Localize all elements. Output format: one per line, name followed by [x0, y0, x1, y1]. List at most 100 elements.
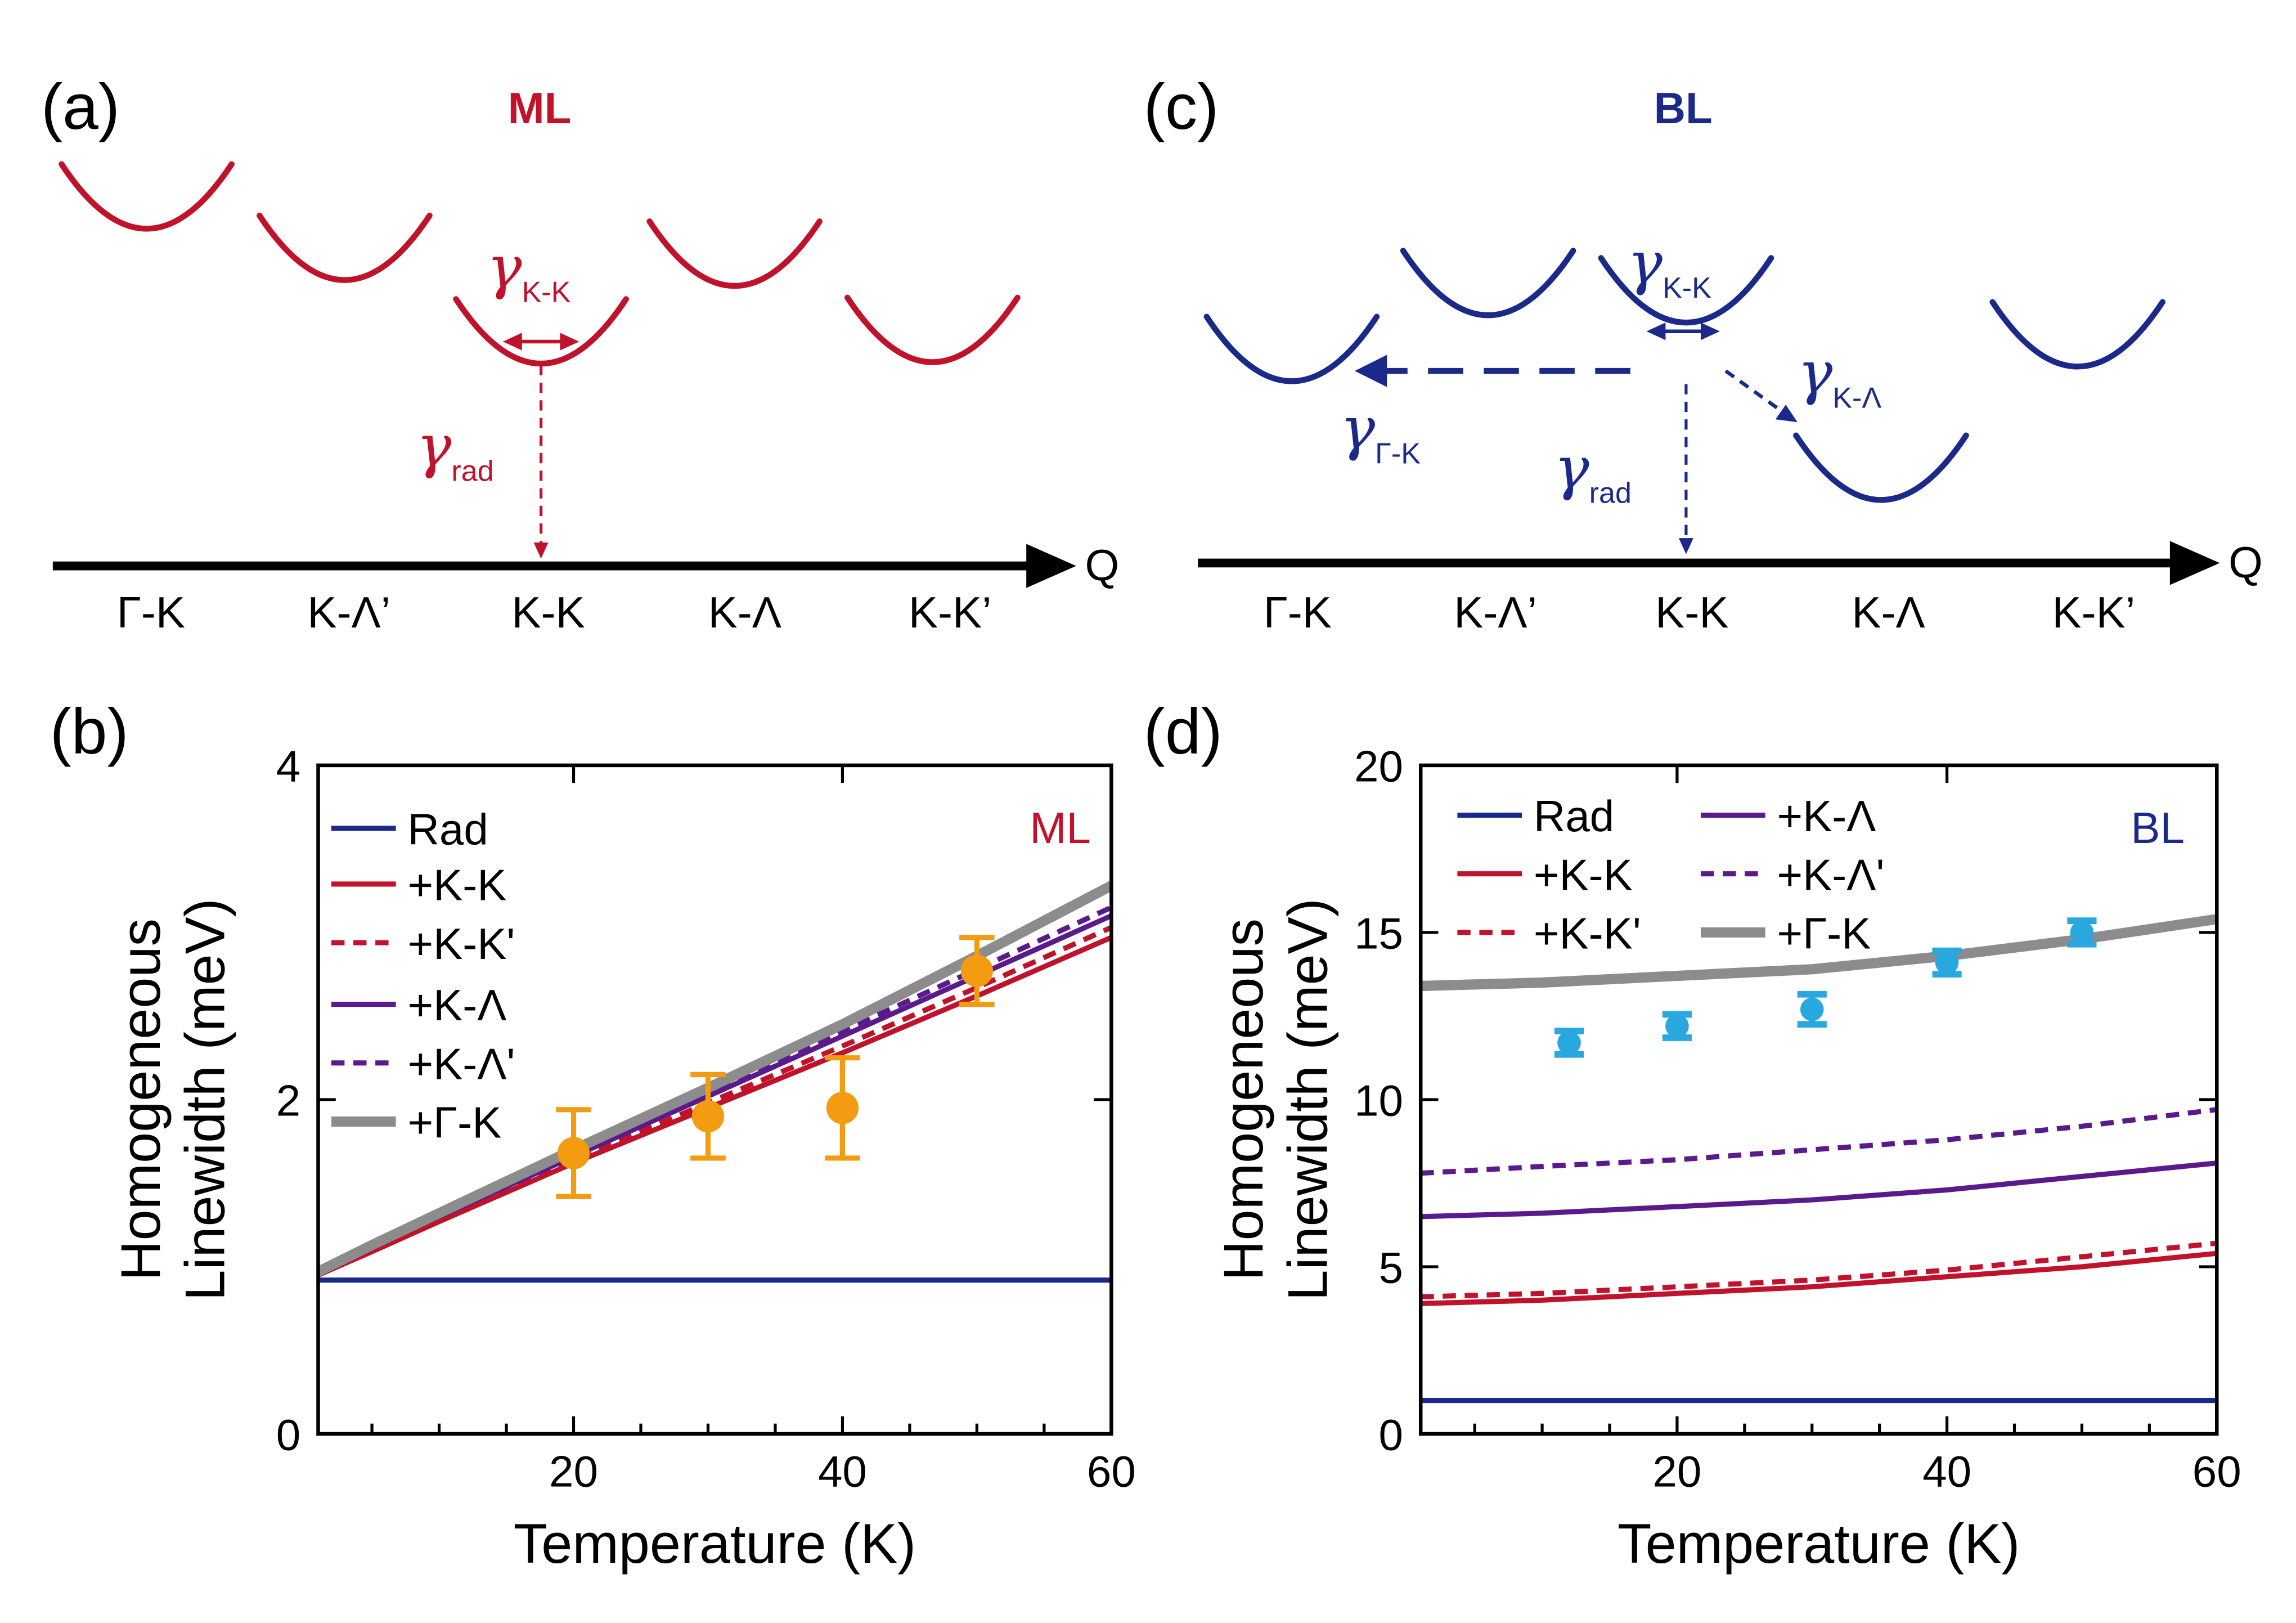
legend-label: +K-K': [1534, 909, 1641, 958]
legend-label: +K-Λ: [1777, 791, 1876, 841]
data-point: [556, 1107, 591, 1199]
q-tick-label: Γ-K: [1264, 588, 1332, 637]
q-tick-label: K-Λ’: [307, 588, 390, 637]
chart-ml: 20 40 60 0 2 4 Temperature (K) Homogeneous Linew…: [109, 742, 1136, 1575]
valley-curve: [257, 212, 433, 283]
legend-label: +Γ-K: [407, 1098, 501, 1147]
data-point: [1554, 1028, 1584, 1058]
x-tick-label: 60: [1087, 1447, 1136, 1496]
gamma-rad-arrow: [533, 365, 549, 559]
chart-bl: 20 40 60 0 5 10 15 20 Temperature (K) Homogeneous…: [1212, 742, 2241, 1575]
valley-curve: [1598, 255, 1774, 326]
legend-item: +K-Λ': [331, 1039, 515, 1088]
panel-d-label: (d): [1144, 696, 1223, 768]
data-marker: [1935, 951, 1959, 975]
legend-item: +K-Λ: [1700, 791, 1876, 841]
gamma-kl-label: γK-Λ: [1798, 338, 1881, 414]
q-tick-label: K-K’: [909, 588, 992, 637]
panel-a-label: (a): [41, 71, 120, 143]
legend-label: +K-K': [407, 919, 515, 969]
x-tick-label: 60: [2192, 1447, 2241, 1496]
panel-c-label: (c): [1144, 71, 1219, 143]
legend-label: Rad: [407, 805, 488, 854]
gamma-kk-arrow: [502, 333, 579, 351]
x-tick-label: 40: [818, 1447, 867, 1496]
y-tick-label: 5: [1378, 1243, 1403, 1293]
valley-curve: [844, 294, 1021, 365]
legend-item: +K-K: [331, 860, 506, 910]
y-tick-label: 10: [1354, 1076, 1403, 1126]
legend-item: +K-K': [331, 919, 515, 969]
legend: Rad +K-K +K-K' +K-Λ +K-Λ' +Γ-K: [1457, 791, 1884, 958]
q-tick-label: K-Λ’: [1454, 588, 1537, 637]
legend-item: Rad: [331, 805, 488, 854]
data-marker: [1665, 1014, 1689, 1038]
data-marker: [1800, 997, 1824, 1021]
chart-title: BL: [2131, 803, 2185, 853]
series-line: [1421, 1107, 2217, 1176]
legend-item: +Γ-K: [1700, 909, 1871, 958]
series-line: [1421, 1160, 2217, 1220]
valley-curve: [1203, 313, 1380, 384]
data-point: [1662, 1011, 1692, 1041]
legend: Rad +K-K +K-K' +K-Λ +K-Λ' +Γ-K: [331, 805, 515, 1147]
y-tick-label: 2: [276, 1076, 300, 1126]
data-point: [690, 1071, 726, 1161]
q-tick-label: K-K’: [2052, 588, 2136, 637]
panel-c-title: BL: [1654, 83, 1713, 133]
panel-a: (a) ML γK-K γrad: [41, 71, 1119, 637]
panel-a-title: ML: [508, 83, 572, 133]
valley-curve: [646, 218, 823, 289]
series-line: [1421, 1250, 2217, 1306]
gamma-kk-label: γK-K: [487, 233, 570, 309]
valley-curve: [59, 161, 235, 232]
data-marker: [960, 954, 994, 987]
valley-curve: [1989, 299, 2166, 370]
q-axis: [52, 544, 1076, 588]
legend-label: +K-K: [1534, 850, 1633, 899]
q-axis-label: Q: [2228, 537, 2263, 587]
y-axis-label: Linewidth (meV): [174, 898, 236, 1301]
gamma-kk-label: γK-K: [1628, 228, 1711, 304]
x-tick-label: 20: [549, 1447, 598, 1496]
data-marker: [691, 1100, 725, 1133]
q-tick-label: K-K: [1655, 588, 1728, 637]
legend-item: +K-K: [1457, 850, 1633, 899]
legend-item: +Γ-K: [331, 1098, 501, 1147]
axis-ticks: [318, 765, 1112, 1434]
gamma-kk-arrow: [1646, 322, 1720, 340]
series-line: [1421, 1240, 2217, 1299]
gamma-kl-arrow: [1724, 369, 1798, 423]
data-point: [1932, 947, 1962, 978]
panel-c: (c) BL γK-K γΓ-K: [1144, 71, 2263, 637]
series-line: [318, 881, 1112, 1276]
data-point: [959, 935, 995, 1007]
q-tick-label: K-Λ: [708, 588, 781, 637]
data-point: [2067, 917, 2097, 948]
gamma-rad-label: γrad: [416, 411, 494, 487]
x-tick-label: 40: [1922, 1447, 1971, 1496]
axis-ticks: [1421, 765, 2217, 1434]
legend-label: +K-Λ: [407, 980, 506, 1030]
legend-item: +K-Λ: [331, 980, 507, 1030]
y-tick-label: 0: [1378, 1410, 1403, 1460]
y-tick-label: 20: [1354, 742, 1403, 791]
gamma-rad-arrow: [1678, 384, 1693, 554]
legend-item: Rad: [1457, 791, 1614, 841]
valley-curve: [1793, 432, 1969, 503]
legend-label: +K-Λ': [1777, 850, 1884, 899]
panel-b-label: (b): [50, 696, 129, 768]
gamma-gk-label: γΓ-K: [1340, 394, 1421, 470]
plot-area: [318, 881, 1112, 1283]
y-tick-label: 15: [1354, 909, 1403, 958]
plot-area: [1421, 914, 2217, 1404]
legend-item: +K-K': [1457, 909, 1641, 958]
legend-item: +K-Λ': [1700, 850, 1884, 899]
q-axis: [1198, 541, 2220, 585]
q-axis-label: Q: [1085, 541, 1119, 590]
chart-title: ML: [1030, 803, 1091, 853]
valley-curve: [1400, 248, 1576, 319]
data-marker: [557, 1137, 590, 1169]
gamma-rad-label: γrad: [1554, 434, 1632, 510]
